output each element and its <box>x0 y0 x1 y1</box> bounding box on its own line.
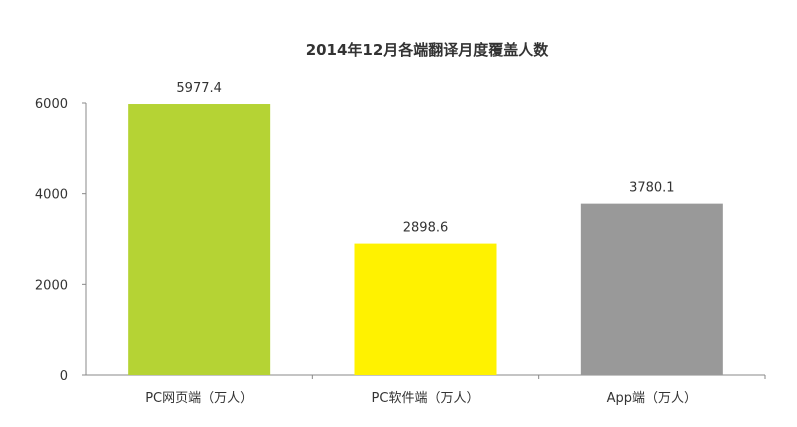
y-tick-label: 6000 <box>35 97 68 112</box>
y-tick-label: 2000 <box>35 278 68 293</box>
category-label: PC网页端（万人） <box>145 391 253 406</box>
data-label: 2898.6 <box>403 221 449 236</box>
bar <box>580 203 723 375</box>
data-label: 3780.1 <box>629 181 675 196</box>
y-tick-label: 0 <box>60 369 68 384</box>
y-tick-label: 4000 <box>35 188 68 203</box>
bar <box>354 243 497 375</box>
bar <box>128 104 271 375</box>
category-label: App端（万人） <box>607 391 697 406</box>
category-label: PC软件端（万人） <box>372 391 480 406</box>
data-label: 5977.4 <box>176 81 222 96</box>
labels-layer: 5977.4 PC网页端（万人） 2898.6 PC软件端（万人） 3780.1 App端… <box>145 81 697 406</box>
bars-layer <box>128 104 723 375</box>
chart-title: 2014年12月各端翻译月度覆盖人数 <box>306 41 550 59</box>
